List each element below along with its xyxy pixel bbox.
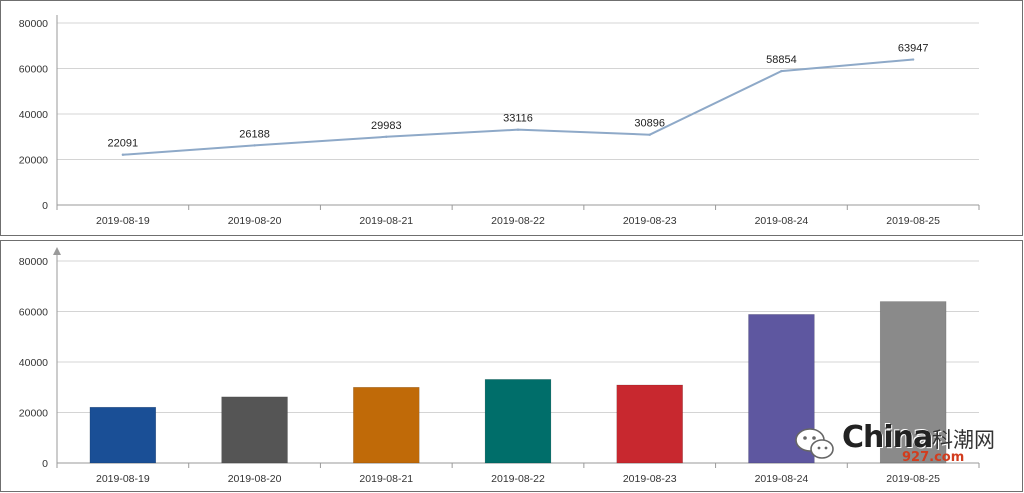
x-tick-label: 2019-08-20 <box>228 473 282 485</box>
x-tick-label: 2019-08-21 <box>359 473 413 485</box>
data-label: 58854 <box>766 54 797 66</box>
data-point <box>516 128 520 131</box>
x-tick-label: 2019-08-19 <box>96 473 150 485</box>
series-line <box>122 58 914 156</box>
line-chart: 0 20000 40000 60000 80000 2019-08-19 2019-08-2… <box>19 15 980 227</box>
y-tick-label: 0 <box>42 200 48 212</box>
x-tick-label: 2019-08-22 <box>491 473 545 485</box>
x-tick-label: 2019-08-25 <box>886 215 940 227</box>
data-label: 30896 <box>634 118 665 130</box>
bar-chart-panel: 0 20000 40000 60000 80000 2019-08-19 2019-08-2… <box>0 240 1023 492</box>
bar <box>484 379 552 464</box>
x-tick-label: 2019-08-24 <box>755 215 809 227</box>
y-tick-label: 0 <box>42 458 48 470</box>
bar <box>879 301 947 464</box>
bar <box>616 384 683 464</box>
data-point <box>385 135 388 138</box>
x-tick-label: 2019-08-21 <box>359 215 413 227</box>
data-label: 63947 <box>898 43 929 55</box>
x-tick-label: 2019-08-19 <box>96 215 150 227</box>
data-point <box>121 153 125 156</box>
data-point <box>253 144 256 147</box>
y-tick-label: 20000 <box>19 408 48 420</box>
data-label: 33116 <box>503 113 533 125</box>
bar-chart: 0 20000 40000 60000 80000 2019-08-19 2019-08-2… <box>19 247 980 485</box>
data-point <box>648 133 651 136</box>
line-chart-panel: 0 20000 40000 60000 80000 2019-08-19 2019-08-2… <box>0 0 1023 236</box>
y-tick-label: 60000 <box>19 307 48 319</box>
y-tick-label: 40000 <box>19 109 48 121</box>
y-tick-label: 20000 <box>19 155 48 167</box>
data-point <box>780 69 783 73</box>
y-axis-arrow <box>53 247 61 255</box>
data-label: 22091 <box>108 138 139 150</box>
x-tick-label: 2019-08-23 <box>623 215 677 227</box>
y-tick-label: 40000 <box>19 357 48 369</box>
x-tick-label: 2019-08-20 <box>228 215 282 227</box>
y-tick-label: 80000 <box>19 18 48 30</box>
y-tick-label: 80000 <box>19 256 48 268</box>
x-tick-label: 2019-08-22 <box>491 215 545 227</box>
data-label: 29983 <box>371 120 402 132</box>
x-tick-label: 2019-08-25 <box>886 473 940 485</box>
bar <box>221 396 288 464</box>
bar <box>748 314 815 464</box>
data-label: 26188 <box>239 128 270 140</box>
bar <box>353 387 420 464</box>
y-tick-label: 60000 <box>19 64 48 76</box>
bar <box>89 406 157 464</box>
x-tick-label: 2019-08-24 <box>755 473 809 485</box>
data-point <box>911 58 915 61</box>
x-tick-label: 2019-08-23 <box>623 473 677 485</box>
